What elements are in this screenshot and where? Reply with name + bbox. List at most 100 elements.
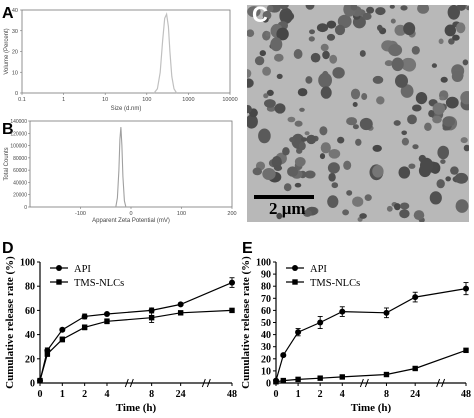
chart-d-point-api bbox=[81, 313, 88, 320]
chart-a-size-distribution: 0 10 20 30 40 0.1 1 10 100 1000 10000 Size (d.nm) Vo… bbox=[4, 8, 238, 112]
tem-particle bbox=[420, 157, 434, 174]
tem-particle bbox=[334, 24, 346, 36]
chart-e-y-tick-label: 60 bbox=[261, 306, 271, 317]
tem-particle bbox=[265, 31, 271, 37]
chart-d-x-tick-label: 0 bbox=[38, 389, 43, 400]
tem-particle bbox=[259, 50, 266, 57]
tem-particle bbox=[271, 156, 282, 169]
tem-particle bbox=[298, 141, 306, 151]
tem-particle bbox=[294, 182, 302, 188]
tem-particle bbox=[376, 96, 385, 105]
tem-particle bbox=[442, 116, 455, 127]
tem-particle bbox=[352, 124, 359, 130]
chart-d-legend-marker-api bbox=[56, 265, 62, 271]
chart-d-point-api bbox=[229, 279, 235, 286]
chart-d-legend-label-api: API bbox=[74, 264, 91, 275]
chart-a-y-tick-label: 0 bbox=[15, 91, 18, 97]
tem-particle bbox=[361, 93, 368, 100]
chart-e-y-tick-label: 80 bbox=[261, 282, 271, 293]
chart-d-x-tick-label: 24 bbox=[176, 389, 186, 400]
tem-particle bbox=[282, 147, 290, 156]
chart-b-x-tick-label: 200 bbox=[227, 211, 236, 217]
tem-particle bbox=[293, 49, 303, 59]
chart-a-y-tick-label: 20 bbox=[12, 50, 18, 56]
chart-b-y-axis-label: Total Counts bbox=[4, 147, 10, 180]
chart-b-y-tick-label: 0 bbox=[24, 205, 27, 211]
chart-d-point-tms-nlcs bbox=[104, 318, 110, 324]
chart-a-x-tick-label: 1000 bbox=[182, 97, 194, 103]
tem-particle bbox=[408, 163, 416, 169]
chart-d-axis-break bbox=[129, 378, 134, 388]
tem-particle bbox=[403, 22, 416, 36]
tem-particle bbox=[247, 105, 252, 114]
tem-particle bbox=[302, 209, 312, 217]
tem-particle bbox=[294, 157, 306, 167]
tem-particle bbox=[352, 102, 358, 107]
tem-particle bbox=[343, 160, 352, 170]
chart-e-x-tick-label: 1 bbox=[296, 389, 301, 400]
chart-b-x-tick-label: 100 bbox=[177, 211, 186, 217]
chart-e-point-tms-nlcs bbox=[463, 347, 469, 354]
tem-particle bbox=[326, 33, 336, 41]
tem-particle bbox=[436, 179, 445, 189]
tem-particle bbox=[432, 115, 442, 124]
tem-particle bbox=[366, 6, 375, 14]
chart-e-point-tms-nlcs bbox=[339, 374, 345, 380]
chart-e-y-tick-label: 100 bbox=[256, 258, 271, 269]
chart-d-point-api bbox=[59, 326, 66, 333]
chart-e-axis-break bbox=[436, 378, 441, 388]
tem-particle bbox=[306, 134, 317, 145]
panel-letter-a: A bbox=[2, 5, 14, 22]
tem-particle bbox=[327, 162, 340, 174]
chart-d-axis-break bbox=[124, 378, 129, 388]
tem-particle bbox=[388, 44, 403, 57]
panel-letter-c: C bbox=[252, 5, 268, 27]
chart-e-y-tick-label: 10 bbox=[261, 366, 271, 377]
tem-particle bbox=[395, 74, 408, 88]
tem-particle bbox=[247, 29, 255, 37]
chart-e-point-api bbox=[280, 352, 287, 359]
chart-d-y-tick-label: 60 bbox=[25, 306, 35, 317]
tem-particle bbox=[454, 172, 469, 184]
chart-b-series-line bbox=[115, 127, 127, 208]
tem-particle bbox=[319, 153, 326, 160]
chart-d-point-tms-nlcs bbox=[44, 351, 51, 357]
chart-e-legend-label-tms-nlcs: TMS-NLCs bbox=[310, 278, 360, 289]
tem-particle bbox=[350, 5, 358, 11]
chart-e-point-tms-nlcs bbox=[273, 379, 279, 385]
tem-particle bbox=[332, 67, 345, 79]
tem-particle bbox=[359, 213, 367, 219]
tem-particle bbox=[337, 14, 352, 29]
tem-particle bbox=[428, 110, 435, 118]
tem-particle bbox=[394, 24, 407, 36]
tem-particle bbox=[432, 102, 445, 115]
tem-particle bbox=[309, 29, 315, 35]
chart-d-point-tms-nlcs bbox=[37, 377, 43, 384]
chart-d-point-tms-nlcs bbox=[148, 314, 155, 321]
tem-particle bbox=[452, 34, 460, 41]
chart-d-point-tms-nlcs bbox=[81, 324, 88, 331]
tem-particle bbox=[289, 137, 296, 143]
tem-particle bbox=[400, 84, 414, 98]
chart-e-x-tick-label: 48 bbox=[461, 389, 471, 400]
chart-e-y-tick-label: 20 bbox=[261, 354, 271, 365]
chart-d-y-tick-label: 100 bbox=[20, 258, 35, 269]
tem-particle bbox=[305, 76, 313, 84]
tem-particle bbox=[377, 24, 383, 31]
chart-e-legend-marker-api bbox=[292, 265, 298, 271]
tem-particle bbox=[276, 73, 283, 79]
chart-e-line-tms-nlcs bbox=[275, 349, 467, 383]
tem-particle bbox=[429, 191, 442, 205]
tem-particle bbox=[359, 117, 373, 131]
tem-particle bbox=[305, 5, 315, 10]
chart-e-y-tick-label: 90 bbox=[261, 270, 271, 281]
panel-letter-d: D bbox=[2, 240, 14, 257]
tem-particle bbox=[247, 69, 252, 78]
chart-d-axis-break bbox=[201, 378, 206, 388]
tem-particle bbox=[412, 104, 422, 112]
tem-particle bbox=[440, 76, 448, 83]
tem-particle bbox=[263, 93, 269, 99]
chart-e-point-api bbox=[317, 319, 324, 326]
chart-e-point-tms-nlcs bbox=[317, 375, 323, 381]
